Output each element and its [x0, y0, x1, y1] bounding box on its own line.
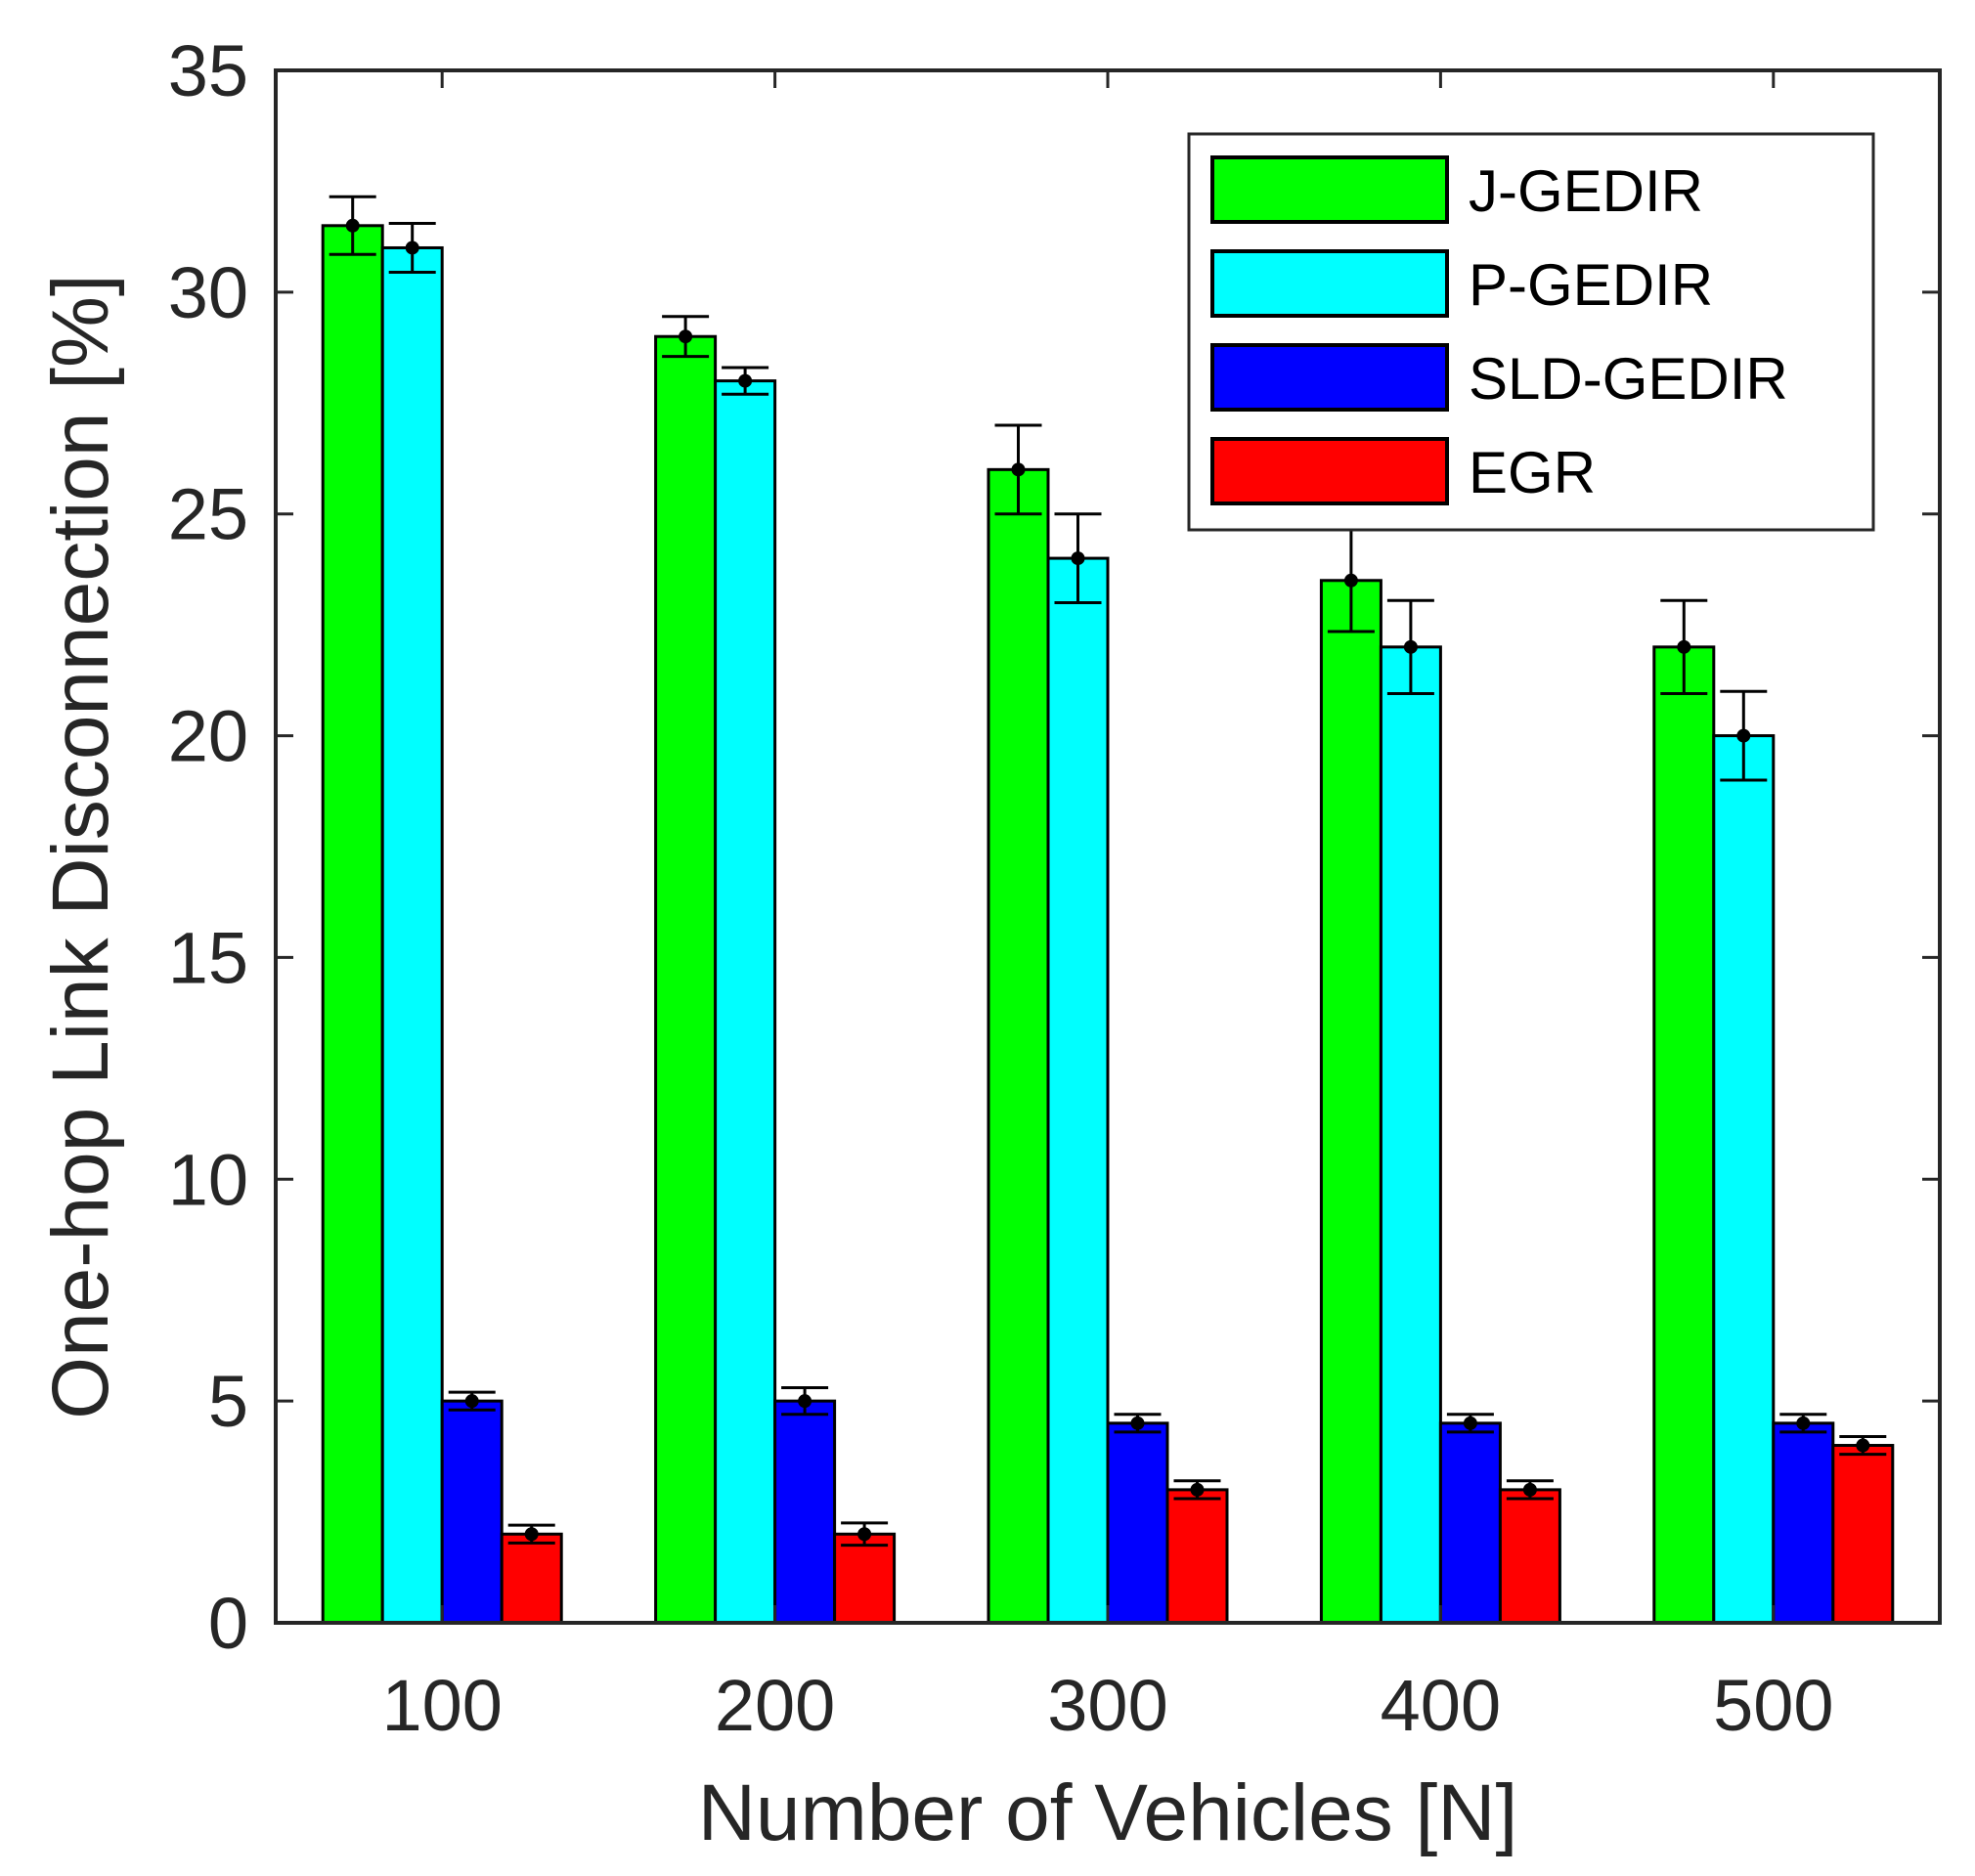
bar-sld-gedir-300: [1106, 1421, 1169, 1625]
legend-swatch-j-gedir: [1210, 155, 1449, 224]
bar-p-gedir-500: [1712, 734, 1776, 1625]
y-tick-label: 30: [168, 252, 248, 333]
y-tick-label: 5: [208, 1361, 248, 1442]
plot-frame: [274, 68, 1942, 1625]
bar-sld-gedir-100: [440, 1399, 504, 1625]
bar-j-gedir-100: [321, 224, 384, 1625]
x-tick-label: 300: [1047, 1665, 1167, 1746]
y-tick-label: 25: [168, 474, 248, 555]
y-tick-label: 20: [168, 696, 248, 777]
bar-p-gedir-100: [380, 245, 444, 1625]
x-tick-label: 100: [381, 1665, 502, 1746]
mean-marker-j-gedir-100: [345, 218, 360, 233]
mean-marker-sld-gedir-100: [464, 1394, 479, 1409]
legend-label-j-gedir: J-GEDIR: [1469, 158, 1703, 224]
mean-marker-p-gedir-200: [738, 373, 753, 388]
mean-marker-egr-500: [1856, 1438, 1870, 1453]
x-tick-label: 400: [1381, 1665, 1501, 1746]
legend-label-sld-gedir: SLD-GEDIR: [1469, 346, 1788, 412]
mean-marker-p-gedir-500: [1736, 728, 1751, 743]
bar-p-gedir-300: [1046, 556, 1110, 1625]
mean-marker-egr-300: [1190, 1482, 1205, 1497]
labels-layer: 0 5 10 15 20 25 30 35 100 200 300 400 500: [168, 30, 1834, 1746]
legend: J-GEDIR P-GEDIR SLD-GEDIR EGR: [1187, 132, 1875, 532]
mean-marker-sld-gedir-200: [798, 1394, 812, 1409]
legend-swatch-egr: [1210, 437, 1449, 505]
mean-marker-p-gedir-100: [405, 240, 419, 255]
y-tick-label: 0: [208, 1583, 248, 1664]
bar-egr-400: [1498, 1488, 1561, 1625]
x-axis-title: Number of Vehicles [N]: [698, 1768, 1518, 1857]
mean-marker-j-gedir-200: [679, 329, 693, 344]
mean-marker-p-gedir-400: [1403, 639, 1418, 654]
legend-label-p-gedir: P-GEDIR: [1469, 252, 1713, 318]
bar-egr-100: [500, 1532, 563, 1625]
bar-sld-gedir-500: [1772, 1421, 1835, 1625]
mean-marker-egr-200: [857, 1527, 872, 1542]
mean-marker-j-gedir-300: [1011, 462, 1026, 477]
y-tick-label: 35: [168, 30, 248, 111]
legend-swatch-p-gedir: [1210, 249, 1449, 318]
bar-p-gedir-400: [1379, 645, 1442, 1625]
bar-j-gedir-400: [1319, 579, 1382, 1625]
bar-p-gedir-200: [714, 379, 777, 1625]
mean-marker-j-gedir-400: [1343, 573, 1358, 588]
bar-egr-200: [833, 1532, 897, 1625]
bar-egr-500: [1831, 1444, 1895, 1625]
legend-swatch-sld-gedir: [1210, 343, 1449, 412]
mean-marker-sld-gedir-500: [1796, 1416, 1811, 1430]
mean-marker-sld-gedir-400: [1463, 1416, 1477, 1430]
mean-marker-sld-gedir-300: [1130, 1416, 1145, 1430]
y-axis-title: One-hop Link Disconnection [%]: [36, 274, 125, 1418]
bars-layer: [321, 195, 1895, 1625]
bar-j-gedir-200: [654, 334, 718, 1625]
bar-sld-gedir-400: [1438, 1421, 1502, 1625]
y-tick-label: 15: [168, 917, 248, 998]
y-tick-label: 10: [168, 1139, 248, 1220]
bar-j-gedir-500: [1652, 645, 1716, 1625]
bar-j-gedir-300: [987, 467, 1050, 1625]
bar-egr-300: [1165, 1488, 1229, 1625]
bar-sld-gedir-200: [773, 1399, 837, 1625]
x-tick-label: 500: [1713, 1665, 1833, 1746]
mean-marker-egr-400: [1522, 1482, 1537, 1497]
mean-marker-p-gedir-300: [1071, 551, 1085, 566]
mean-marker-egr-100: [524, 1527, 539, 1542]
mean-marker-j-gedir-500: [1677, 639, 1691, 654]
legend-label-egr: EGR: [1469, 440, 1596, 505]
x-tick-label: 200: [715, 1665, 835, 1746]
